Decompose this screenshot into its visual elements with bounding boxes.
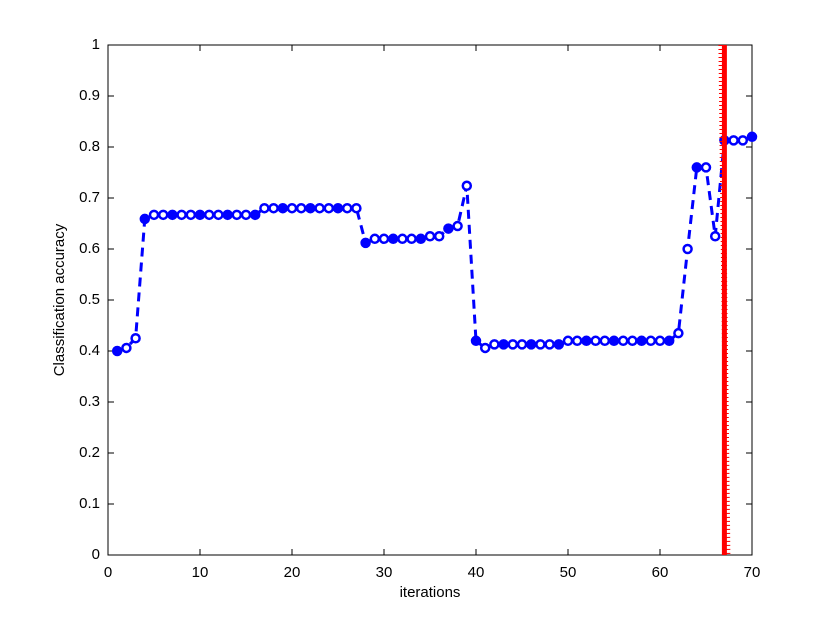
data-point bbox=[590, 335, 601, 347]
data-point bbox=[378, 233, 390, 245]
data-point bbox=[617, 335, 629, 347]
x-tick-label: 10 bbox=[192, 564, 209, 581]
data-point bbox=[627, 335, 638, 347]
data-point bbox=[176, 209, 187, 221]
x-tick-label: 70 bbox=[744, 564, 761, 581]
x-tick-label: 0 bbox=[104, 564, 112, 581]
y-axis-label: Classification accuracy bbox=[51, 223, 68, 376]
data-point bbox=[599, 335, 611, 347]
x-tick-label: 40 bbox=[468, 564, 485, 581]
data-point bbox=[351, 202, 362, 214]
data-point bbox=[433, 231, 445, 242]
data-point bbox=[663, 335, 675, 347]
data-point bbox=[222, 209, 233, 221]
data-point bbox=[562, 335, 574, 347]
data-point bbox=[259, 202, 270, 214]
data-point bbox=[295, 202, 307, 214]
data-point bbox=[535, 339, 546, 350]
y-tick-label: 0.7 bbox=[79, 189, 100, 206]
data-point bbox=[360, 237, 371, 249]
data-point bbox=[213, 209, 224, 221]
y-tick-label: 0 bbox=[92, 546, 100, 563]
data-point bbox=[268, 202, 279, 214]
y-tick-label: 0.6 bbox=[79, 240, 100, 257]
x-tick-label: 60 bbox=[652, 564, 669, 581]
data-point bbox=[397, 233, 408, 245]
data-point bbox=[277, 202, 289, 214]
data-point bbox=[111, 345, 123, 357]
data-point bbox=[544, 339, 555, 350]
y-tick-label: 0.1 bbox=[79, 495, 100, 512]
data-point bbox=[498, 339, 509, 350]
y-tick-label: 0.9 bbox=[79, 87, 100, 104]
data-point bbox=[121, 342, 132, 354]
data-point bbox=[231, 209, 243, 221]
data-point bbox=[369, 233, 381, 245]
data-point bbox=[387, 233, 399, 245]
y-tick-label: 0.3 bbox=[79, 393, 100, 410]
data-point bbox=[452, 220, 463, 232]
data-point bbox=[746, 131, 758, 143]
data-point bbox=[424, 231, 436, 242]
x-tick-label: 50 bbox=[560, 564, 577, 581]
data-point bbox=[525, 339, 537, 350]
data-point bbox=[645, 335, 657, 347]
data-point bbox=[286, 202, 298, 214]
data-point bbox=[516, 339, 528, 350]
data-point bbox=[185, 209, 197, 221]
y-tick-label: 0.5 bbox=[79, 291, 100, 308]
data-point bbox=[673, 327, 684, 339]
y-tick-label: 0.4 bbox=[79, 342, 100, 359]
y-tick-label: 1 bbox=[92, 36, 100, 53]
data-point bbox=[654, 335, 666, 347]
data-point bbox=[581, 335, 592, 347]
data-point bbox=[553, 339, 565, 350]
data-point bbox=[709, 231, 721, 242]
data-point bbox=[737, 135, 749, 146]
data-point bbox=[305, 202, 316, 214]
data-point bbox=[571, 335, 583, 347]
data-point bbox=[157, 209, 169, 221]
data-point bbox=[341, 202, 353, 214]
data-point bbox=[415, 233, 427, 245]
data-point bbox=[443, 223, 454, 234]
data-point bbox=[203, 209, 215, 221]
y-tick-label: 0.2 bbox=[79, 444, 100, 461]
data-point bbox=[406, 233, 417, 245]
data-point bbox=[691, 162, 703, 173]
data-point bbox=[608, 335, 620, 347]
data-point bbox=[240, 209, 252, 221]
y-tick-label: 0.8 bbox=[79, 138, 100, 155]
data-point bbox=[636, 335, 647, 347]
data-point bbox=[194, 209, 206, 221]
data-point bbox=[332, 202, 344, 214]
data-point bbox=[728, 135, 739, 146]
data-point bbox=[249, 209, 261, 221]
data-point bbox=[323, 202, 335, 214]
data-point bbox=[461, 180, 473, 192]
x-tick-label: 30 bbox=[376, 564, 393, 581]
data-point bbox=[479, 342, 491, 354]
data-point bbox=[314, 202, 325, 214]
data-point bbox=[700, 162, 712, 173]
data-point bbox=[167, 209, 178, 221]
plot-box bbox=[107, 44, 753, 556]
x-axis-label: iterations bbox=[400, 584, 461, 601]
data-point bbox=[507, 339, 519, 350]
x-tick-label: 20 bbox=[284, 564, 301, 581]
data-point bbox=[682, 243, 693, 255]
data-point bbox=[148, 209, 160, 221]
data-point bbox=[130, 333, 141, 344]
data-point bbox=[470, 335, 482, 347]
data-point bbox=[489, 339, 500, 350]
data-point bbox=[139, 213, 151, 225]
